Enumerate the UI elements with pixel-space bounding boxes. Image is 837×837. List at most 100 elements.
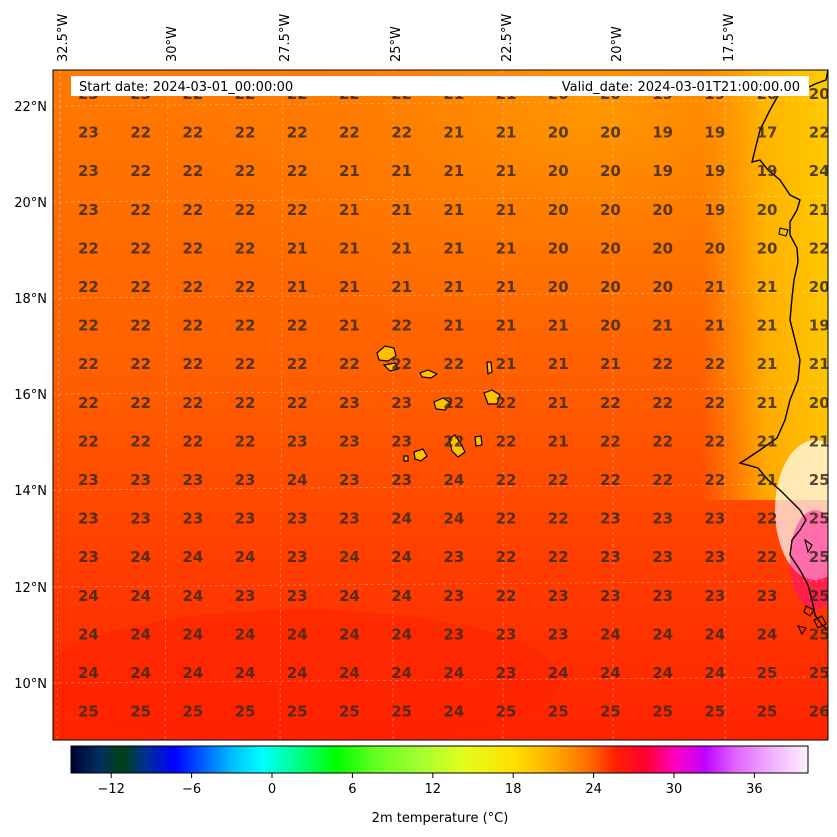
grid-value: 23 <box>78 162 99 180</box>
grid-value: 25 <box>704 703 725 721</box>
grid-value: 22 <box>287 394 308 412</box>
grid-value: 23 <box>704 548 725 566</box>
grid-value: 19 <box>704 162 725 180</box>
grid-value: 22 <box>130 317 151 335</box>
grid-value: 17 <box>757 124 778 142</box>
grid-value: 20 <box>600 162 621 180</box>
grid-value: 22 <box>443 394 464 412</box>
colorbar-tick-label: 12 <box>425 782 442 797</box>
grid-value: 24 <box>339 548 360 566</box>
grid-value: 24 <box>809 162 830 180</box>
grid-value: 23 <box>78 471 99 489</box>
grid-value: 23 <box>496 664 517 682</box>
grid-value: 21 <box>287 278 308 296</box>
warm-blob-south <box>53 610 560 740</box>
grid-value: 23 <box>704 510 725 528</box>
header-info-box: Start date: 2024-03-01_00:00:00 Valid_da… <box>71 76 809 96</box>
grid-value: 21 <box>548 432 569 450</box>
grid-value: 22 <box>652 394 673 412</box>
grid-value: 23 <box>78 201 99 219</box>
grid-value: 20 <box>757 201 778 219</box>
grid-value: 23 <box>287 432 308 450</box>
warm-blob-coast <box>775 440 828 580</box>
colorbar-tick-label: −12 <box>97 782 124 797</box>
grid-value: 22 <box>704 471 725 489</box>
grid-value: 21 <box>757 355 778 373</box>
grid-value: 24 <box>287 471 308 489</box>
grid-value: 25 <box>757 703 778 721</box>
grid-value: 24 <box>235 664 256 682</box>
grid-value: 21 <box>339 278 360 296</box>
lat-label: 22°N <box>14 100 47 115</box>
grid-value: 24 <box>339 587 360 605</box>
map-panel: 23 23 22 22 22 22 22 21 21 20 20 19 19 20 20 23 22 22 22 22… <box>53 70 830 740</box>
grid-value: 19 <box>652 162 673 180</box>
grid-value: 22 <box>496 394 517 412</box>
grid-value: 22 <box>78 239 99 257</box>
grid-value: 23 <box>339 471 360 489</box>
grid-value: 24 <box>652 625 673 643</box>
grid-value: 24 <box>182 587 203 605</box>
grid-value: 22 <box>78 432 99 450</box>
lat-label: 14°N <box>14 484 47 499</box>
grid-value: 22 <box>600 394 621 412</box>
guinea-bissau-islands <box>778 227 827 636</box>
grid-value: 23 <box>287 548 308 566</box>
grid-value: 22 <box>182 239 203 257</box>
colorbar-tick-label: 18 <box>505 782 522 797</box>
grid-value: 21 <box>443 124 464 142</box>
grid-value: 21 <box>809 432 830 450</box>
island-fogo <box>413 448 428 462</box>
lon-label: 30°W <box>165 26 180 62</box>
grid-value: 21 <box>704 278 725 296</box>
grid-value: 25 <box>809 625 830 643</box>
grid-value: 22 <box>78 355 99 373</box>
grid-value: 22 <box>809 239 830 257</box>
grid-value: 23 <box>78 510 99 528</box>
grid-value: 22 <box>235 201 256 219</box>
grid-value: 25 <box>548 703 569 721</box>
grid-value: 23 <box>235 471 256 489</box>
grid-value: 25 <box>78 703 99 721</box>
longitude-labels: 32.5°W 30°W 27.5°W 25°W 22.5°W 20°W 17.5… <box>56 14 737 62</box>
grid-value: 24 <box>130 587 151 605</box>
grid-value: 21 <box>443 239 464 257</box>
grid-value: 21 <box>287 239 308 257</box>
grid-value: 24 <box>600 625 621 643</box>
grid-value: 24 <box>704 625 725 643</box>
grid-value: 21 <box>391 278 412 296</box>
grid-value: 20 <box>600 278 621 296</box>
grid-value: 22 <box>496 471 517 489</box>
grid-value: 25 <box>809 510 830 528</box>
valid-date-label: Valid_date: 2024-03-01T21:00:00.00 <box>562 80 800 95</box>
grid-value: 21 <box>339 317 360 335</box>
coastal-warm-band <box>700 70 828 500</box>
lon-label: 17.5°W <box>722 14 737 62</box>
grid-value: 22 <box>78 317 99 335</box>
grid-value: 22 <box>809 124 830 142</box>
grid-value: 24 <box>130 664 151 682</box>
grid-value: 23 <box>443 587 464 605</box>
grid-value: 20 <box>548 278 569 296</box>
grid-value: 22 <box>130 201 151 219</box>
grid-value: 21 <box>704 317 725 335</box>
grid-value: 23 <box>391 432 412 450</box>
grid-value: 23 <box>78 124 99 142</box>
grid-value: 22 <box>339 124 360 142</box>
grid-value: 25 <box>496 703 517 721</box>
grid-value: 23 <box>704 587 725 605</box>
grid-value: 20 <box>548 124 569 142</box>
grid-value: 25 <box>809 587 830 605</box>
grid-value: 23 <box>391 471 412 489</box>
grid-value: 23 <box>548 625 569 643</box>
grid-value: 19 <box>757 162 778 180</box>
grid-value: 22 <box>391 124 412 142</box>
colorbar-tick-label: 0 <box>268 782 276 797</box>
grid-value: 23 <box>130 471 151 489</box>
grid-value: 25 <box>182 703 203 721</box>
grid-value: 23 <box>339 394 360 412</box>
grid-value: 21 <box>652 317 673 335</box>
lat-label: 18°N <box>14 292 47 307</box>
grid-value: 22 <box>130 124 151 142</box>
